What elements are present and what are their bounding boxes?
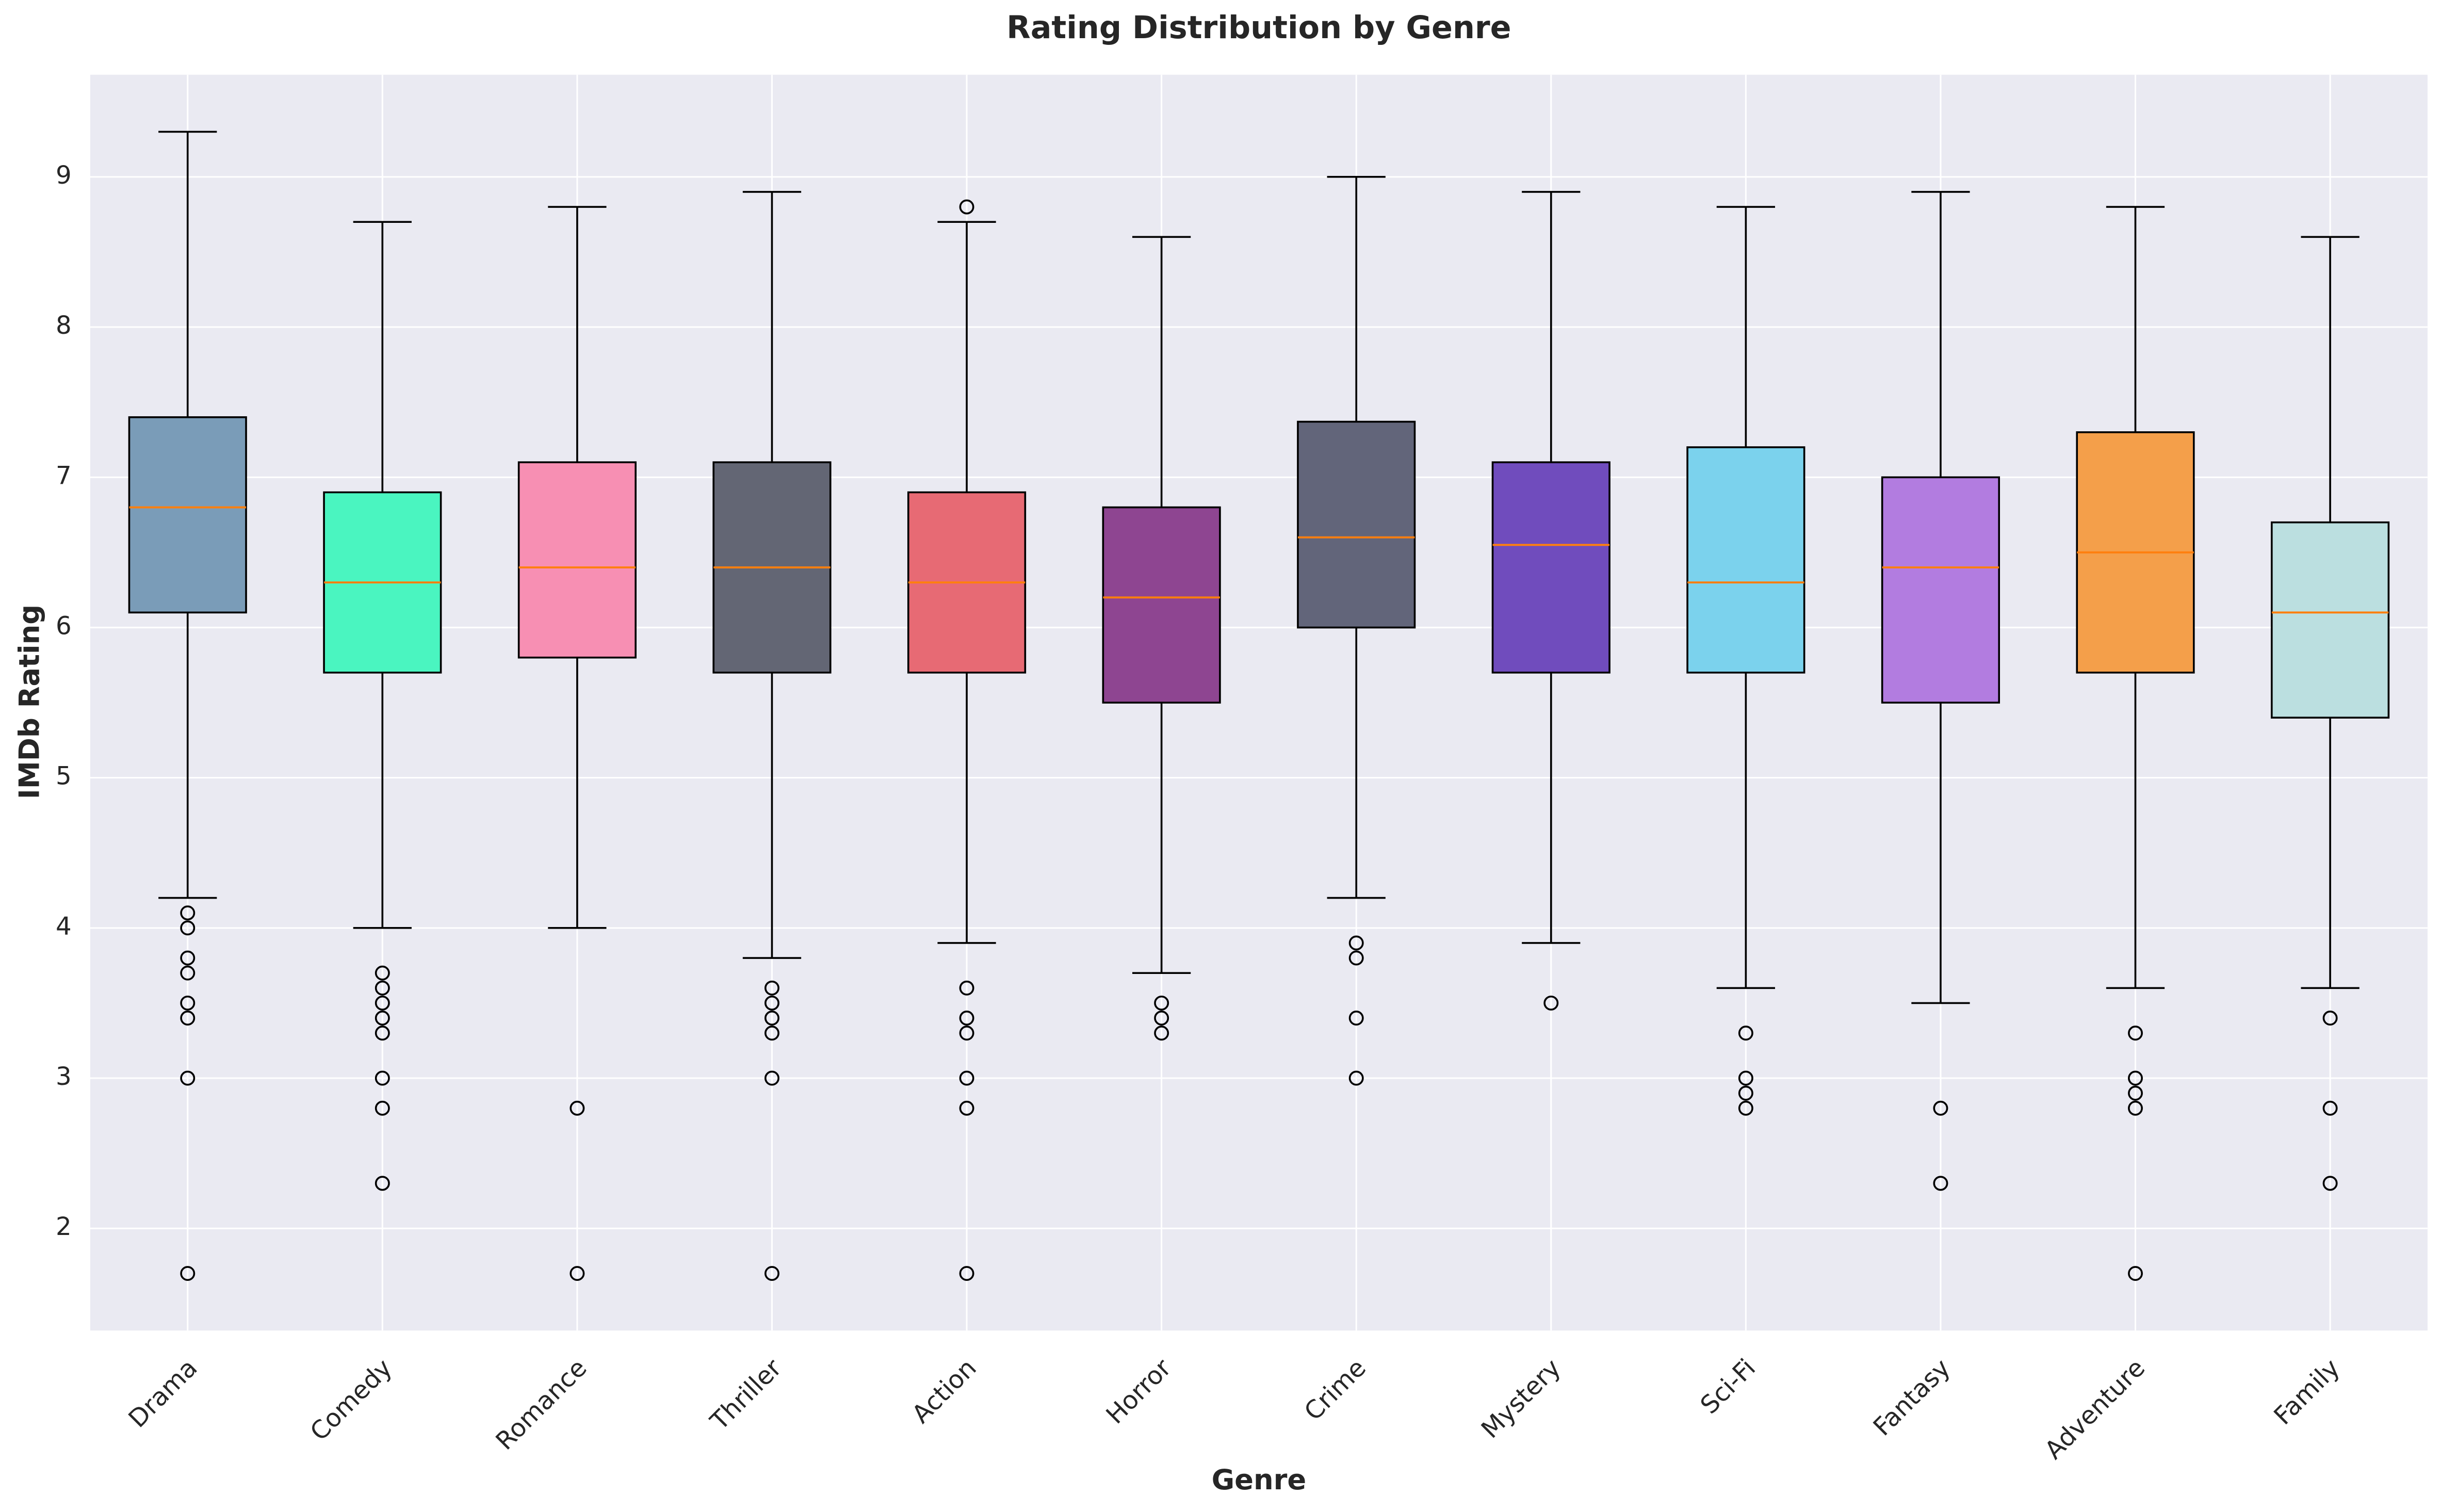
- outlier: [959, 1100, 974, 1116]
- y-axis-label: IMDb Rating: [13, 605, 45, 800]
- box: [1102, 506, 1221, 704]
- outlier: [375, 995, 390, 1011]
- outlier: [959, 980, 974, 996]
- outlier: [180, 905, 196, 921]
- box: [2270, 521, 2390, 719]
- outlier: [1933, 1176, 1948, 1191]
- y-tick-label: 6: [56, 611, 72, 640]
- outlier: [2322, 1011, 2338, 1026]
- outlier: [1154, 995, 1169, 1011]
- outlier: [375, 1011, 390, 1026]
- box: [1881, 476, 2000, 704]
- outlier: [1348, 1070, 1364, 1086]
- outlier: [1738, 1026, 1753, 1041]
- outlier: [180, 920, 196, 936]
- x-tick-label: Romance: [490, 1354, 592, 1456]
- x-tick-label: Action: [906, 1354, 982, 1429]
- outlier: [1738, 1070, 1753, 1086]
- outlier: [1543, 995, 1559, 1011]
- y-tick-label: 9: [56, 161, 72, 190]
- x-tick-label: Horror: [1101, 1354, 1177, 1430]
- box: [1491, 461, 1611, 674]
- outlier: [1348, 950, 1364, 966]
- outlier: [2128, 1085, 2143, 1101]
- outlier: [2128, 1070, 2143, 1086]
- outlier: [959, 199, 974, 215]
- outlier: [375, 965, 390, 981]
- outlier: [180, 950, 196, 966]
- outlier: [375, 1070, 390, 1086]
- outlier: [1154, 1011, 1169, 1026]
- y-tick-label: 7: [56, 461, 72, 490]
- box: [1686, 446, 1805, 674]
- outlier: [764, 995, 779, 1011]
- outlier: [764, 1026, 779, 1041]
- outlier: [1738, 1085, 1753, 1101]
- outlier: [180, 965, 196, 981]
- outlier: [570, 1100, 585, 1116]
- y-tick-label: 3: [56, 1062, 72, 1091]
- x-tick-label: Sci-Fi: [1695, 1354, 1761, 1420]
- outlier: [1348, 935, 1364, 951]
- y-tick-label: 5: [56, 762, 72, 791]
- x-tick-label: Mystery: [1476, 1354, 1567, 1444]
- outlier: [180, 1011, 196, 1026]
- y-tick-label: 8: [56, 311, 72, 340]
- outlier: [180, 1266, 196, 1281]
- outlier: [375, 1176, 390, 1191]
- outlier: [180, 995, 196, 1011]
- outlier: [2128, 1026, 2143, 1041]
- y-tick-label: 4: [56, 912, 72, 941]
- outlier: [764, 980, 779, 996]
- outlier: [959, 1026, 974, 1041]
- outlier: [1154, 1026, 1169, 1041]
- box: [1297, 420, 1416, 629]
- outlier: [1348, 1011, 1364, 1026]
- outlier: [375, 1026, 390, 1041]
- x-tick-label: Thriller: [705, 1354, 787, 1436]
- outlier: [375, 980, 390, 996]
- outlier: [570, 1266, 585, 1281]
- outlier: [1933, 1100, 1948, 1116]
- plot-area: [90, 74, 2428, 1331]
- outlier: [764, 1070, 779, 1086]
- box: [517, 461, 637, 659]
- outlier: [1738, 1100, 1753, 1116]
- y-tick-label: 2: [56, 1212, 72, 1241]
- x-tick-label: Comedy: [305, 1354, 398, 1446]
- outlier: [2322, 1100, 2338, 1116]
- x-tick-label: Family: [2268, 1354, 2345, 1430]
- outlier: [959, 1266, 974, 1281]
- x-tick-label: Fantasy: [1868, 1354, 1956, 1442]
- x-axis-label: Genre: [1212, 1464, 1307, 1496]
- chart-title: Rating Distribution by Genre: [1006, 10, 1511, 46]
- outlier: [375, 1100, 390, 1116]
- outlier: [180, 1070, 196, 1086]
- outlier: [2322, 1176, 2338, 1191]
- outlier: [2128, 1100, 2143, 1116]
- x-tick-label: Adventure: [2039, 1354, 2151, 1465]
- x-tick-label: Drama: [123, 1354, 203, 1434]
- outlier: [2128, 1266, 2143, 1281]
- outlier: [764, 1266, 779, 1281]
- outlier: [764, 1011, 779, 1026]
- box: [128, 416, 247, 614]
- outlier: [959, 1070, 974, 1086]
- x-tick-label: Crime: [1299, 1354, 1372, 1426]
- outlier: [959, 1011, 974, 1026]
